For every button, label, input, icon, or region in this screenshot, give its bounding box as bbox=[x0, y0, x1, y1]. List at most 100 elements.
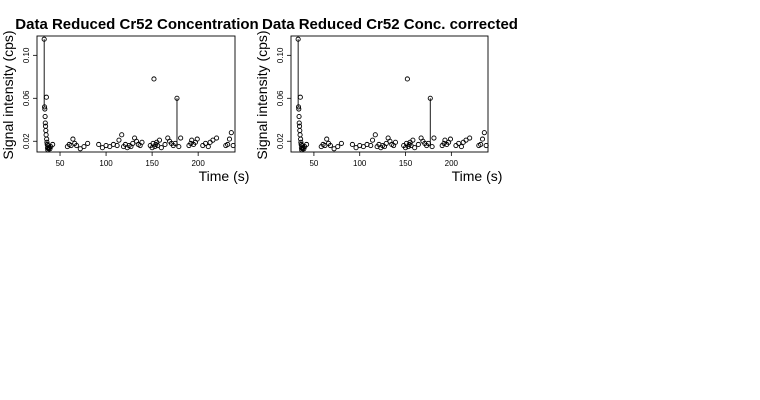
chart-1-point bbox=[43, 132, 49, 138]
chart-2-point bbox=[335, 144, 341, 150]
chart-2-point bbox=[415, 141, 421, 148]
chart-1-point bbox=[42, 120, 48, 126]
chart-1-point bbox=[226, 136, 233, 142]
chart-1-point bbox=[42, 104, 48, 110]
chart-1-point bbox=[85, 140, 91, 146]
chart-2-point bbox=[447, 136, 453, 142]
chart-1-point bbox=[42, 106, 48, 112]
chart-2-point bbox=[483, 143, 489, 149]
chart-2-ylabel: Signal intensity (cps) bbox=[254, 30, 270, 159]
chart-1-point bbox=[139, 139, 145, 145]
chart-2-points bbox=[295, 36, 489, 153]
chart-2-point bbox=[298, 145, 304, 151]
chart-2-point bbox=[327, 143, 333, 149]
chart-1-point bbox=[178, 135, 184, 141]
chart-2-point bbox=[467, 135, 473, 141]
chart-2-point bbox=[408, 143, 414, 149]
chart-1-point bbox=[174, 95, 180, 101]
chart-2-point bbox=[338, 140, 344, 146]
chart-1-point bbox=[156, 137, 163, 143]
chart-1-point bbox=[96, 141, 102, 148]
chart-2-point bbox=[458, 144, 464, 150]
chart-1-point bbox=[205, 144, 211, 150]
chart-2-point bbox=[429, 144, 435, 150]
chart-2-point bbox=[296, 120, 302, 126]
chart-2-point bbox=[295, 36, 301, 42]
chart-2-point bbox=[331, 146, 337, 152]
chart-1-ticks: 50 100 150 200 0.02 0.06 0.10 bbox=[22, 47, 205, 168]
chart-1-point bbox=[214, 135, 220, 141]
chart-1-point bbox=[70, 136, 76, 142]
chart-1-ytick-label: 0.06 bbox=[22, 90, 31, 106]
chart-2-point bbox=[481, 130, 487, 136]
chart-2: Data Reduced Cr52 Conc. corrected Time (… bbox=[254, 16, 518, 184]
chart-1-point bbox=[172, 140, 178, 146]
chart-1-point bbox=[42, 114, 48, 120]
chart-1-point bbox=[151, 76, 157, 82]
chart-2-ytick-label: 0.06 bbox=[276, 90, 285, 106]
chart-1-point bbox=[107, 144, 113, 150]
chart-1-point bbox=[77, 146, 83, 152]
chart-1-point bbox=[41, 36, 47, 42]
chart-2-ytick-label: 0.10 bbox=[276, 47, 285, 63]
chart-2-drop-lines bbox=[297, 39, 431, 147]
chart-1-points bbox=[41, 36, 236, 153]
chart-2-point bbox=[412, 145, 418, 151]
chart-2-point bbox=[427, 95, 433, 101]
chart-1-point bbox=[43, 127, 49, 134]
chart-1-point bbox=[119, 132, 125, 138]
chart-2-point bbox=[404, 76, 410, 82]
chart-1-point bbox=[44, 145, 51, 151]
chart-1-point bbox=[50, 141, 56, 148]
chart-2-point bbox=[456, 140, 462, 146]
chart-1-point bbox=[44, 139, 50, 145]
chart-2-title: Data Reduced Cr52 Conc. corrected bbox=[262, 16, 518, 33]
chart-2-point bbox=[431, 135, 437, 141]
chart-2-point bbox=[324, 136, 330, 142]
chart-2-ticks: 50 100 150 200 0.02 0.06 0.10 bbox=[276, 47, 459, 168]
chart-2-point bbox=[463, 137, 469, 143]
chart-1-point bbox=[189, 137, 195, 143]
chart-2-point bbox=[392, 139, 399, 145]
chart-1-point bbox=[230, 143, 236, 149]
chart-1-point bbox=[176, 144, 182, 150]
chart-2-point bbox=[442, 137, 448, 143]
chart-1-point bbox=[228, 130, 234, 136]
chart-2-point bbox=[296, 114, 302, 120]
chart-2-xlabel: Time (s) bbox=[452, 168, 503, 184]
chart-1-point bbox=[114, 143, 120, 149]
chart-1: Data Reduced Cr52 Concentration Time (s)… bbox=[0, 16, 259, 184]
chart-2-point bbox=[298, 136, 304, 142]
chart-1-point bbox=[74, 143, 80, 149]
chart-1-point bbox=[99, 145, 105, 151]
chart-1-xtick-label: 50 bbox=[56, 159, 65, 168]
chart-2-point bbox=[298, 139, 304, 145]
chart-1-ytick-label: 0.10 bbox=[22, 47, 31, 63]
chart-2-point bbox=[441, 140, 447, 146]
chart-2-plot-frame bbox=[290, 35, 489, 153]
chart-2-point bbox=[410, 137, 416, 143]
chart-2-point bbox=[369, 137, 376, 143]
chart-2-ytick-label: 0.02 bbox=[276, 133, 285, 149]
chart-2-point bbox=[360, 144, 366, 150]
chart-2-point bbox=[322, 143, 328, 149]
chart-1-point bbox=[202, 140, 209, 146]
chart-1-title: Data Reduced Cr52 Concentration bbox=[15, 16, 258, 33]
chart-1-ylabel: Signal intensity (cps) bbox=[0, 30, 16, 159]
chart-2-xtick-label: 50 bbox=[309, 159, 318, 168]
chart-2-point bbox=[383, 140, 389, 146]
chart-2-point bbox=[353, 145, 359, 151]
chart-1-plot-frame bbox=[36, 35, 236, 153]
chart-1-point bbox=[81, 144, 87, 150]
chart-1-xtick-label: 200 bbox=[191, 159, 205, 168]
chart-1-ytick-label: 0.02 bbox=[22, 133, 31, 149]
chart-2-point bbox=[425, 140, 431, 146]
chart-2-point bbox=[297, 94, 303, 100]
chart-1-xlabel: Time (s) bbox=[199, 168, 250, 184]
chart-2-xtick-label: 150 bbox=[399, 159, 413, 168]
chart-2-point bbox=[368, 143, 374, 149]
chart-1-point bbox=[44, 136, 50, 142]
chart-1-point bbox=[68, 143, 74, 149]
chart-1-point bbox=[130, 140, 136, 146]
chart-2-point bbox=[349, 141, 355, 148]
